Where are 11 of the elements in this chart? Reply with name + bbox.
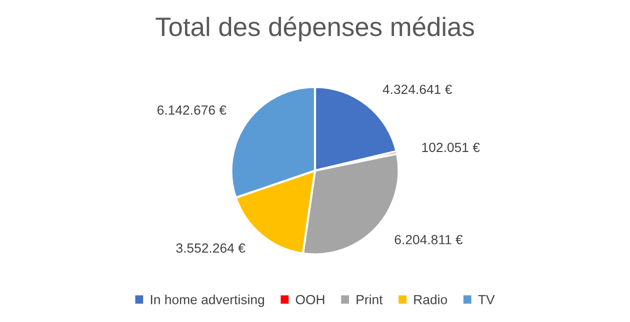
legend-label: In home advertising — [150, 294, 264, 307]
chart-title: Total des dépenses médias — [156, 16, 474, 42]
legend-label: TV — [478, 295, 495, 304]
data-label: 4.324.641 € — [382, 84, 452, 94]
data-label: 102.051 € — [422, 142, 480, 152]
data-label: 6.204.811 € — [394, 234, 463, 244]
legend-label: OOH — [296, 294, 324, 304]
legend-label: Radio — [414, 294, 448, 304]
data-label: 3.552.264 € — [176, 243, 246, 253]
legend-label: Print — [356, 294, 383, 304]
data-label: 6.142.676 € — [157, 105, 226, 115]
